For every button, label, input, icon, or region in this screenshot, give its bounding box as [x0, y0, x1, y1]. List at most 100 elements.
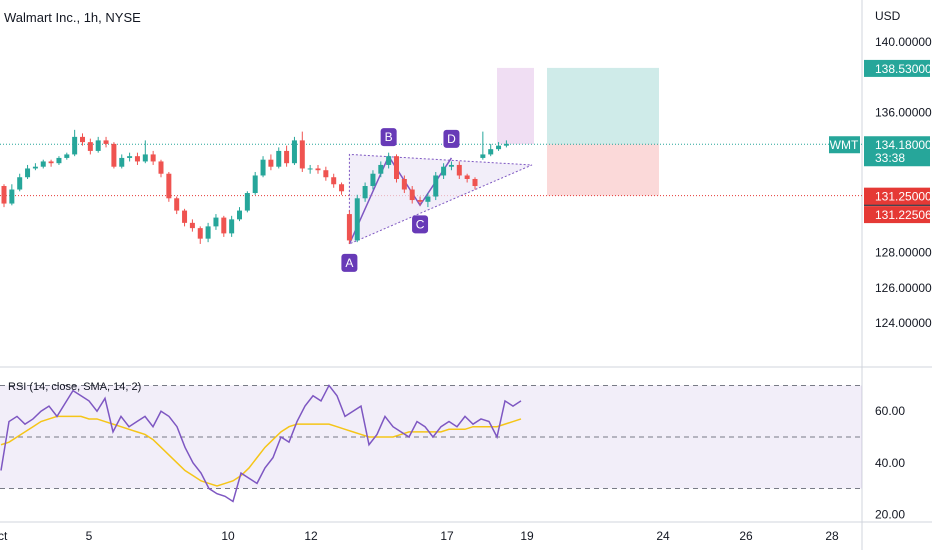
- price-label-stop: [864, 187, 930, 205]
- candle-body: [448, 164, 454, 167]
- rsi-ma-line: [0, 415, 522, 487]
- pattern-point-label: D: [447, 132, 456, 146]
- price-label-target: [864, 59, 930, 77]
- candle-body: [205, 226, 211, 239]
- candle-body: [150, 154, 156, 162]
- candle-body: [496, 145, 502, 150]
- candle-body: [119, 157, 125, 167]
- candle-body: [472, 178, 478, 187]
- candle-body: [425, 196, 431, 202]
- candle-body: [197, 228, 203, 239]
- pattern-point-d: [443, 129, 460, 148]
- price-label-text: 134.18000: [875, 138, 932, 152]
- candle-body: [142, 154, 148, 162]
- candle-body: [182, 210, 188, 223]
- rsi-tick-label: 20.00: [875, 507, 905, 521]
- candle-body: [80, 136, 85, 143]
- candle-body: [260, 159, 266, 176]
- pattern-point-label: C: [416, 217, 425, 231]
- currency-label: USD: [875, 9, 901, 23]
- candle-body: [229, 219, 235, 234]
- price-tick-label: 128.00000: [875, 246, 932, 260]
- rsi-tick-label: 60.00: [875, 404, 905, 418]
- time-tick-label: 5: [86, 529, 93, 543]
- candle-body: [64, 154, 70, 158]
- candle-body: [378, 164, 384, 174]
- time-tick-label: 26: [739, 529, 753, 543]
- candle-body: [433, 175, 439, 197]
- target-zone: [547, 67, 659, 145]
- symbol-tag-text: WMT: [830, 138, 859, 152]
- candle-body: [370, 173, 376, 187]
- candle-body: [362, 186, 368, 199]
- candle-body: [32, 166, 38, 169]
- rsi-label: RSI (14, close, SMA, 14, 2): [8, 381, 141, 393]
- time-tick-label: 24: [656, 529, 670, 543]
- candle-body: [488, 149, 494, 155]
- candle-body: [72, 136, 78, 155]
- candle-body: [17, 177, 23, 190]
- rsi-line: [0, 384, 522, 503]
- candle-body: [189, 222, 195, 229]
- candle-body: [87, 142, 93, 151]
- candle-body: [213, 217, 219, 227]
- candle-body: [9, 189, 15, 204]
- price-axis: 140.00000 136.00000 128.00000 126.00000 124.…: [829, 35, 932, 521]
- candle-body: [95, 140, 101, 151]
- candle-body: [158, 161, 164, 174]
- symbol-tag: [829, 136, 860, 154]
- pattern-point-label: B: [385, 130, 393, 144]
- candle-body: [323, 170, 329, 178]
- candle-body: [268, 159, 274, 167]
- price-label-stop2: [864, 206, 930, 224]
- candle-body: [111, 143, 117, 167]
- candle-body: [307, 168, 313, 170]
- candle-body: [401, 178, 407, 190]
- price-label-text: 131.22506: [875, 208, 932, 222]
- candle-body: [503, 143, 509, 146]
- candles: [1, 129, 509, 244]
- countdown-text: 33:38: [875, 151, 905, 165]
- candle-body: [339, 184, 345, 192]
- time-tick-label: 19: [520, 529, 534, 543]
- candle-body: [386, 156, 392, 165]
- candle-body: [48, 161, 54, 164]
- candle-body: [315, 168, 321, 171]
- candle-body: [237, 210, 242, 220]
- candle-body: [480, 154, 486, 158]
- candle-body: [252, 175, 258, 194]
- entry-zone: [497, 67, 534, 145]
- candle-body: [409, 189, 415, 201]
- candle-body: [174, 198, 180, 211]
- price-tick-label: 124.00000: [875, 316, 932, 330]
- pattern-drawing: A B C D: [341, 128, 533, 272]
- candle-body: [56, 157, 62, 164]
- candle-body: [456, 164, 462, 176]
- trade-zones: [0, 67, 862, 197]
- rsi-pane: [0, 384, 862, 503]
- candle-body: [244, 193, 250, 211]
- candle-body: [221, 217, 227, 234]
- time-tick-label: ct: [0, 529, 8, 543]
- rsi-tick-label: 40.00: [875, 456, 905, 470]
- price-tick-label: 126.00000: [875, 281, 932, 295]
- pattern-point-a: [341, 253, 358, 272]
- candle-body: [354, 198, 360, 241]
- chart-title: Walmart Inc., 1h, NYSE: [4, 10, 141, 25]
- candle-body: [25, 168, 31, 178]
- price-tick-label: 136.00000: [875, 105, 932, 119]
- time-tick-label: 28: [825, 529, 839, 543]
- candle-body: [284, 150, 290, 164]
- price-label-last: [864, 136, 930, 167]
- candle-body: [276, 150, 282, 167]
- pattern-point-c: [412, 215, 429, 234]
- price-tick-label: 140.00000: [875, 35, 932, 49]
- candle-body: [134, 156, 140, 162]
- candle-body: [127, 156, 133, 158]
- candle-body: [441, 166, 447, 176]
- time-tick-label: 12: [304, 529, 318, 543]
- price-label-text: 131.25000: [875, 190, 932, 204]
- price-label-text: 138.53000: [875, 62, 932, 76]
